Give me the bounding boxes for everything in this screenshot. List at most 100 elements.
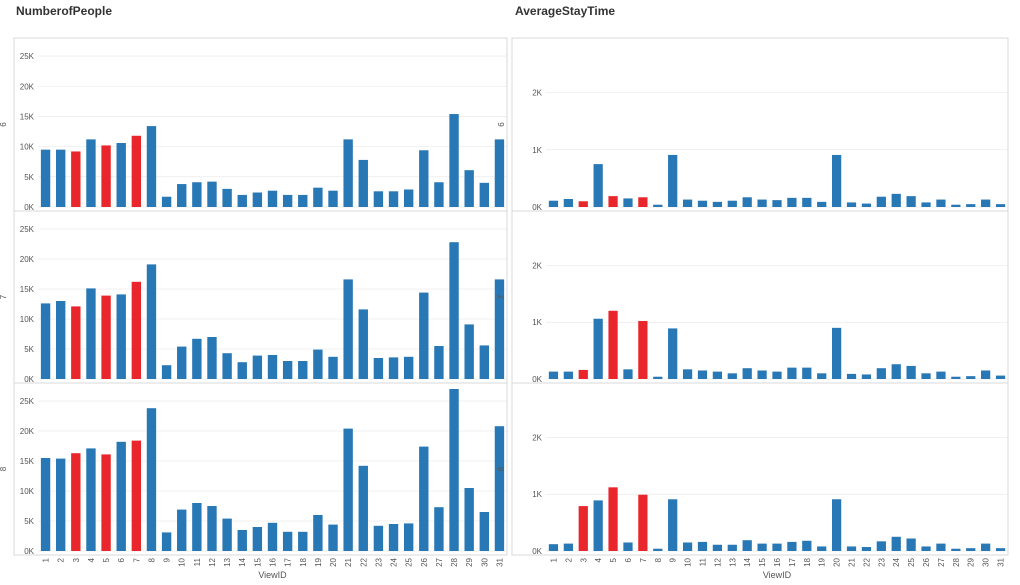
x-tick-label: 20 bbox=[329, 557, 338, 566]
y-tick-label: 10K bbox=[20, 315, 35, 324]
bar-AverageStayTime-row6-id24 bbox=[891, 193, 901, 207]
x-tick-label: 2 bbox=[57, 557, 66, 562]
bar-AverageStayTime-row8-id15 bbox=[757, 543, 767, 551]
x-tick-label: 12 bbox=[208, 557, 217, 566]
bar-AverageStayTime-row8-id12 bbox=[712, 544, 723, 551]
bar-NumberofPeople-row8-id5 bbox=[101, 454, 111, 551]
bar-AverageStayTime-row8-id30 bbox=[981, 543, 991, 551]
bar-AverageStayTime-row8-id16 bbox=[772, 543, 782, 551]
bar-AverageStayTime-row8-id8 bbox=[653, 548, 663, 551]
x-tick-label: 19 bbox=[818, 557, 827, 566]
x-tick-label: 28 bbox=[450, 557, 459, 566]
bar-AverageStayTime-row7-id4 bbox=[593, 318, 603, 379]
x-tick-label: 31 bbox=[997, 557, 1006, 566]
bar-AverageStayTime-row7-id2 bbox=[563, 371, 573, 379]
x-tick-label: 23 bbox=[877, 557, 886, 566]
x-tick-label: 21 bbox=[848, 557, 857, 566]
x-tick-label: 13 bbox=[728, 557, 737, 566]
bar-AverageStayTime-row7-id29 bbox=[966, 376, 976, 379]
bar-NumberofPeople-row6-id3 bbox=[71, 151, 81, 207]
bar-NumberofPeople-row6-id12 bbox=[207, 181, 217, 207]
bar-AverageStayTime-row8-id22 bbox=[861, 547, 872, 551]
bar-NumberofPeople-row7-id13 bbox=[222, 353, 232, 379]
bar-AverageStayTime-row7-id20 bbox=[831, 327, 842, 379]
bar-AverageStayTime-row6-id2 bbox=[563, 198, 573, 207]
panel-frame bbox=[511, 37, 1009, 556]
bar-NumberofPeople-row6-id31 bbox=[494, 139, 505, 207]
bar-AverageStayTime-row8-id19 bbox=[817, 546, 827, 551]
y-tick-label: 5K bbox=[24, 173, 34, 182]
x-tick-label: 30 bbox=[480, 557, 489, 566]
bar-NumberofPeople-row8-id19 bbox=[313, 515, 323, 551]
bar-NumberofPeople-row8-id20 bbox=[328, 524, 338, 551]
bar-AverageStayTime-row7-id23 bbox=[876, 368, 886, 379]
bar-NumberofPeople-row6-id7 bbox=[131, 135, 142, 207]
bar-NumberofPeople-row6-id1 bbox=[40, 149, 51, 207]
bar-NumberofPeople-row7-id23 bbox=[373, 358, 384, 379]
bar-AverageStayTime-row6-id10 bbox=[682, 199, 693, 207]
y-tick-label: 25K bbox=[20, 397, 35, 406]
row-label: 7 bbox=[497, 294, 506, 299]
bar-NumberofPeople-row6-id28 bbox=[449, 114, 459, 207]
x-tick-label: 16 bbox=[773, 557, 782, 566]
x-tick-label: 9 bbox=[669, 557, 678, 562]
bar-AverageStayTime-row8-id7 bbox=[638, 494, 648, 551]
bar-AverageStayTime-row7-id31 bbox=[995, 375, 1006, 379]
y-tick-label: 2K bbox=[532, 89, 542, 98]
bar-NumberofPeople-row6-id16 bbox=[267, 190, 278, 207]
y-tick-label: 0K bbox=[532, 547, 542, 556]
bar-AverageStayTime-row6-id30 bbox=[981, 199, 991, 207]
bar-AverageStayTime-row8-id5 bbox=[608, 487, 618, 551]
bar-NumberofPeople-row6-id4 bbox=[86, 139, 96, 207]
bar-NumberofPeople-row8-id18 bbox=[298, 531, 308, 551]
y-tick-label: 2K bbox=[532, 433, 542, 442]
y-tick-label: 0K bbox=[24, 375, 34, 384]
bar-AverageStayTime-row8-id29 bbox=[966, 548, 976, 551]
panel-title-average-stay-time: AverageStayTime bbox=[515, 4, 616, 18]
bar-NumberofPeople-row7-id24 bbox=[388, 357, 399, 379]
x-tick-label: 8 bbox=[147, 557, 156, 562]
bar-AverageStayTime-row7-id8 bbox=[653, 376, 663, 379]
x-tick-label: 7 bbox=[132, 557, 141, 562]
x-tick-label: 17 bbox=[788, 557, 797, 566]
x-tick-label: 14 bbox=[238, 557, 247, 566]
bar-AverageStayTime-row6-id5 bbox=[608, 196, 618, 207]
y-tick-label: 1K bbox=[532, 318, 542, 327]
bar-NumberofPeople-row8-id7 bbox=[131, 440, 142, 551]
panel-frame bbox=[13, 37, 508, 556]
row-label: 8 bbox=[497, 466, 506, 471]
bar-NumberofPeople-row7-id9 bbox=[161, 365, 172, 379]
bar-AverageStayTime-row7-id27 bbox=[936, 371, 946, 379]
bar-NumberofPeople-row7-id18 bbox=[298, 361, 308, 379]
x-tick-label: 27 bbox=[937, 557, 946, 566]
x-tick-label: 11 bbox=[698, 557, 707, 566]
bar-NumberofPeople-row6-id23 bbox=[373, 191, 384, 207]
bar-NumberofPeople-row7-id22 bbox=[358, 309, 368, 379]
bar-NumberofPeople-row8-id16 bbox=[267, 522, 278, 551]
bar-AverageStayTime-row8-id3 bbox=[578, 506, 588, 551]
bar-AverageStayTime-row7-id16 bbox=[772, 371, 782, 379]
bar-NumberofPeople-row8-id31 bbox=[494, 426, 505, 551]
bar-AverageStayTime-row6-id3 bbox=[578, 201, 588, 207]
bar-AverageStayTime-row6-id16 bbox=[772, 200, 782, 207]
bar-NumberofPeople-row8-id23 bbox=[373, 525, 384, 551]
bar-NumberofPeople-row6-id25 bbox=[403, 189, 414, 207]
y-tick-label: 1K bbox=[532, 490, 542, 499]
y-tick-label: 20K bbox=[20, 427, 35, 436]
bar-AverageStayTime-row7-id12 bbox=[712, 371, 723, 379]
bar-AverageStayTime-row7-id21 bbox=[846, 373, 857, 379]
x-tick-label: 12 bbox=[713, 557, 722, 566]
panel-title-number-of-people: NumberofPeople bbox=[16, 4, 113, 18]
bar-NumberofPeople-row6-id19 bbox=[313, 187, 323, 207]
bar-AverageStayTime-row7-id9 bbox=[668, 328, 678, 379]
bar-AverageStayTime-row7-id7 bbox=[638, 321, 648, 379]
bar-AverageStayTime-row7-id14 bbox=[742, 368, 752, 379]
y-tick-label: 1K bbox=[532, 146, 542, 155]
bar-NumberofPeople-row8-id27 bbox=[434, 507, 444, 551]
bar-AverageStayTime-row6-id15 bbox=[757, 199, 767, 207]
bar-NumberofPeople-row7-id6 bbox=[116, 294, 126, 379]
bar-AverageStayTime-row6-id1 bbox=[548, 200, 559, 207]
bar-NumberofPeople-row6-id6 bbox=[116, 143, 126, 207]
bar-AverageStayTime-row6-id12 bbox=[712, 201, 723, 207]
bar-AverageStayTime-row7-id3 bbox=[578, 369, 588, 379]
